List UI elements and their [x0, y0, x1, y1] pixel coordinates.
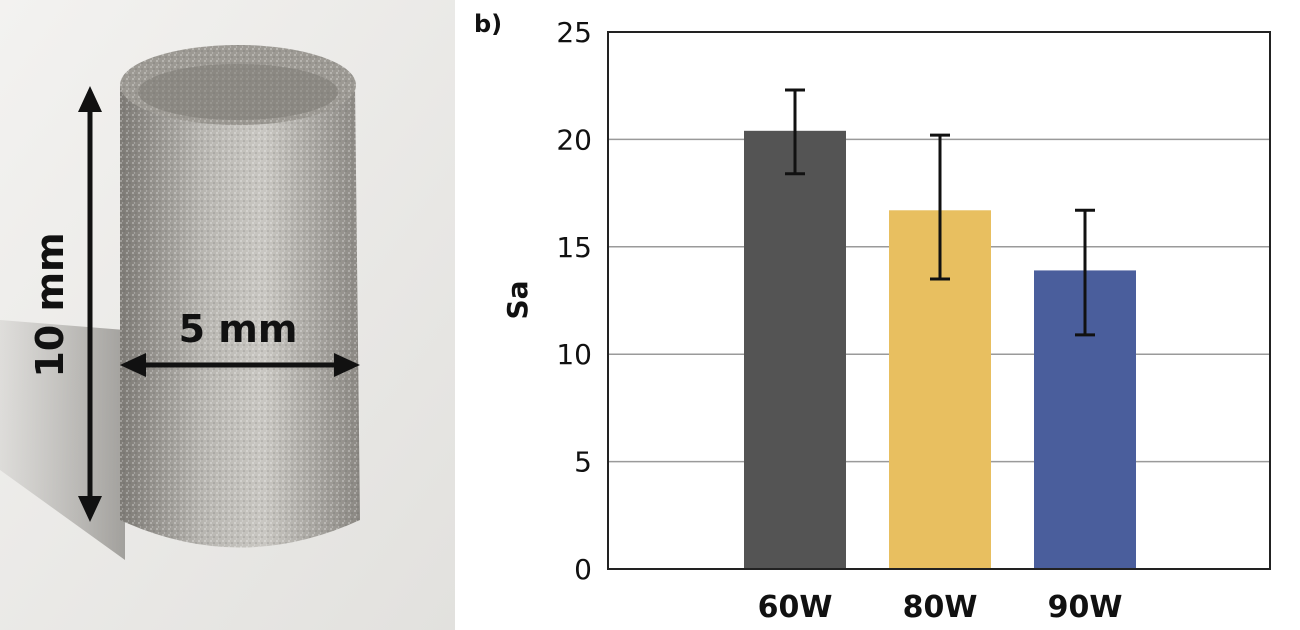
y-axis-label: Sa [501, 280, 534, 319]
error-bars [785, 88, 1095, 337]
plot-frame [607, 31, 1271, 570]
error-bar-80w [930, 133, 950, 281]
width-annotation: 5 mm [179, 307, 298, 351]
error-bar-60w [785, 88, 805, 176]
y-tick-label: 10 [556, 338, 592, 371]
error-bar-90w [1075, 208, 1095, 337]
x-tick-label: 60W [758, 590, 833, 625]
y-tick-label: 15 [556, 231, 592, 264]
width-arrow-icon [120, 353, 360, 377]
y-tick-label: 20 [556, 123, 592, 156]
height-annotation: 10 mm [28, 232, 72, 377]
bars [744, 130, 1136, 570]
axes: 0 5 10 15 20 25 60W 80W 90W [556, 16, 1271, 625]
x-tick-label: 80W [903, 590, 978, 625]
sample-photo: 10 mm 5 mm [0, 0, 455, 630]
bar-60w [744, 130, 846, 570]
y-tick-label: 0 [574, 553, 592, 586]
panel-b-label: b) [474, 10, 503, 38]
y-tick-label: 25 [556, 16, 592, 49]
height-arrow-icon [78, 86, 102, 522]
y-tick-label: 5 [574, 446, 592, 479]
x-tick-label: 90W [1048, 590, 1123, 625]
cylinder [120, 45, 360, 548]
bar-chart: 0 5 10 15 20 25 60W 80W 90W Sa [501, 16, 1271, 625]
